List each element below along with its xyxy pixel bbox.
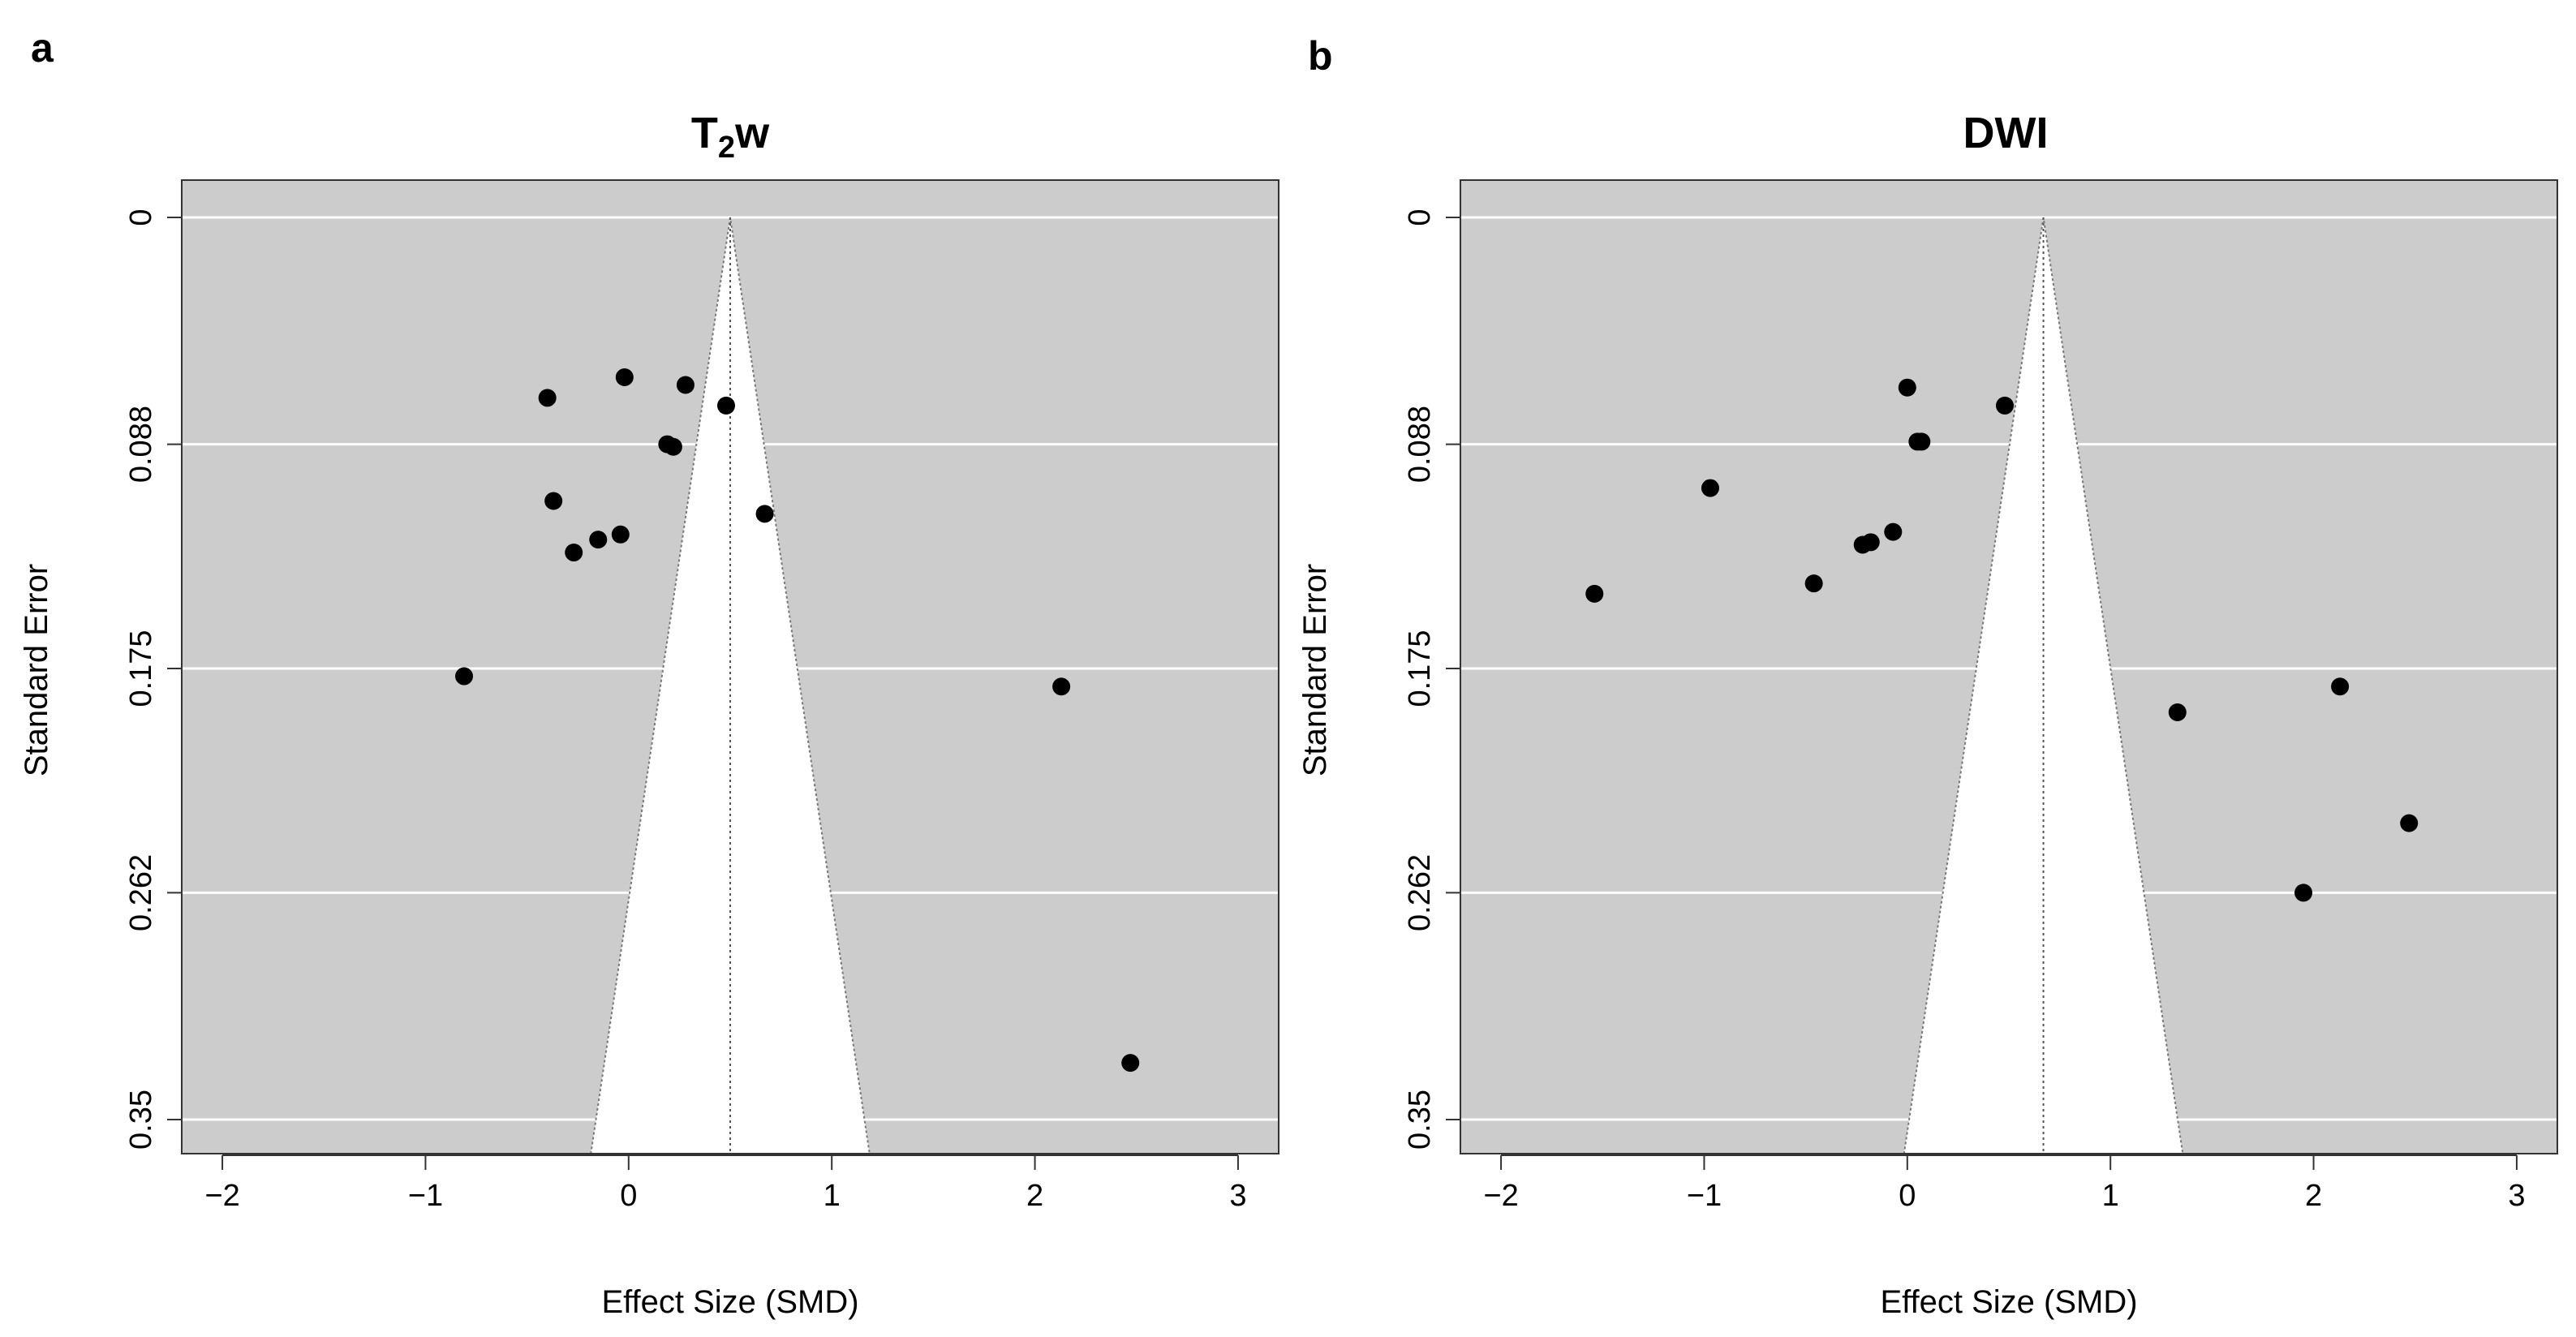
x-tick-label-5: 3 bbox=[2508, 1179, 2525, 1213]
y-axis-b: 0 0.088 0.175 0.262 0.35 bbox=[1403, 209, 1461, 1150]
y-tick-label-0: 0 bbox=[124, 209, 158, 226]
data-point-5 bbox=[1884, 522, 1903, 541]
data-point-10 bbox=[2168, 703, 2187, 722]
data-point-11 bbox=[455, 667, 474, 686]
chart-title-b-main: DWI bbox=[1963, 109, 2049, 157]
x-tick-label-1: −1 bbox=[408, 1179, 443, 1213]
points-a bbox=[455, 368, 1140, 1073]
x-tick-label-2: 0 bbox=[620, 1179, 637, 1213]
chart-title-a-main: T bbox=[691, 109, 718, 157]
y-tick-label-2: 0.175 bbox=[1403, 630, 1437, 707]
chart-title-a: T2w bbox=[691, 109, 770, 165]
y-tick-label-0: 0 bbox=[1403, 209, 1437, 226]
y-tick-label-4: 0.35 bbox=[1403, 1090, 1437, 1150]
data-point-11 bbox=[2331, 677, 2350, 696]
y-tick-label-3: 0.262 bbox=[124, 854, 158, 931]
x-tick-label-3: 1 bbox=[824, 1179, 841, 1213]
x-tick-label-5: 3 bbox=[1229, 1179, 1246, 1213]
chart-title-a-subscript: 2 bbox=[718, 131, 735, 165]
data-point-3 bbox=[716, 396, 735, 415]
data-point-10 bbox=[565, 544, 583, 562]
y-axis-label-a: Standard Error bbox=[19, 564, 54, 776]
points-b bbox=[1585, 378, 2419, 902]
y-tick-label-1: 0.088 bbox=[124, 406, 158, 483]
data-point-7 bbox=[755, 505, 774, 523]
y-tick-label-2: 0.175 bbox=[124, 630, 158, 707]
panel-label-b: b bbox=[1308, 33, 1333, 79]
data-point-6 bbox=[544, 492, 563, 510]
x-tick-label-3: 1 bbox=[2102, 1179, 2119, 1213]
x-tick-label-4: 2 bbox=[2305, 1179, 2322, 1213]
data-point-9 bbox=[589, 531, 608, 549]
data-point-1 bbox=[538, 389, 557, 407]
y-tick-label-3: 0.262 bbox=[1403, 854, 1437, 931]
data-point-13 bbox=[1121, 1054, 1140, 1073]
data-point-8 bbox=[611, 525, 630, 544]
x-axis-label-b: Effect Size (SMD) bbox=[1880, 1284, 2137, 1320]
data-point-0 bbox=[1898, 378, 1916, 397]
chart-title-b: DWI bbox=[1963, 109, 2049, 157]
panel-label-a: a bbox=[31, 25, 54, 71]
data-point-3 bbox=[1912, 432, 1931, 451]
x-tick-label-4: 2 bbox=[1026, 1179, 1043, 1213]
y-axis-a: 0 0.088 0.175 0.262 0.35 bbox=[124, 209, 183, 1150]
data-point-7 bbox=[1853, 535, 1872, 554]
x-tick-label-0: −2 bbox=[1483, 1179, 1518, 1213]
x-axis-b: −2 −1 0 1 2 3 bbox=[1483, 1154, 2525, 1213]
data-point-8 bbox=[1804, 574, 1823, 593]
x-tick-label-1: −1 bbox=[1687, 1179, 1722, 1213]
y-tick-label-1: 0.088 bbox=[1403, 406, 1437, 483]
y-tick-label-4: 0.35 bbox=[124, 1090, 158, 1150]
x-axis-a: −2 −1 0 1 2 3 bbox=[204, 1154, 1246, 1213]
chart-title-a-suffix: w bbox=[734, 109, 770, 157]
x-tick-label-2: 0 bbox=[1899, 1179, 1916, 1213]
data-point-2 bbox=[676, 376, 695, 394]
data-point-5 bbox=[664, 437, 682, 456]
data-point-1 bbox=[1995, 396, 2014, 415]
data-point-4 bbox=[1701, 479, 1719, 497]
data-point-0 bbox=[615, 368, 634, 386]
y-axis-label-b: Standard Error bbox=[1297, 564, 1333, 776]
data-point-9 bbox=[1585, 584, 1604, 603]
data-point-12 bbox=[2400, 814, 2419, 832]
x-axis-label-a: Effect Size (SMD) bbox=[601, 1284, 858, 1320]
data-point-13 bbox=[2294, 883, 2313, 902]
data-point-12 bbox=[1052, 677, 1071, 696]
panel-b: b DWI −2 −1 0 1 2 3 0 0.088 0.175 0.262 0.35 Effe… bbox=[1297, 33, 2558, 1320]
x-tick-label-0: −2 bbox=[204, 1179, 239, 1213]
